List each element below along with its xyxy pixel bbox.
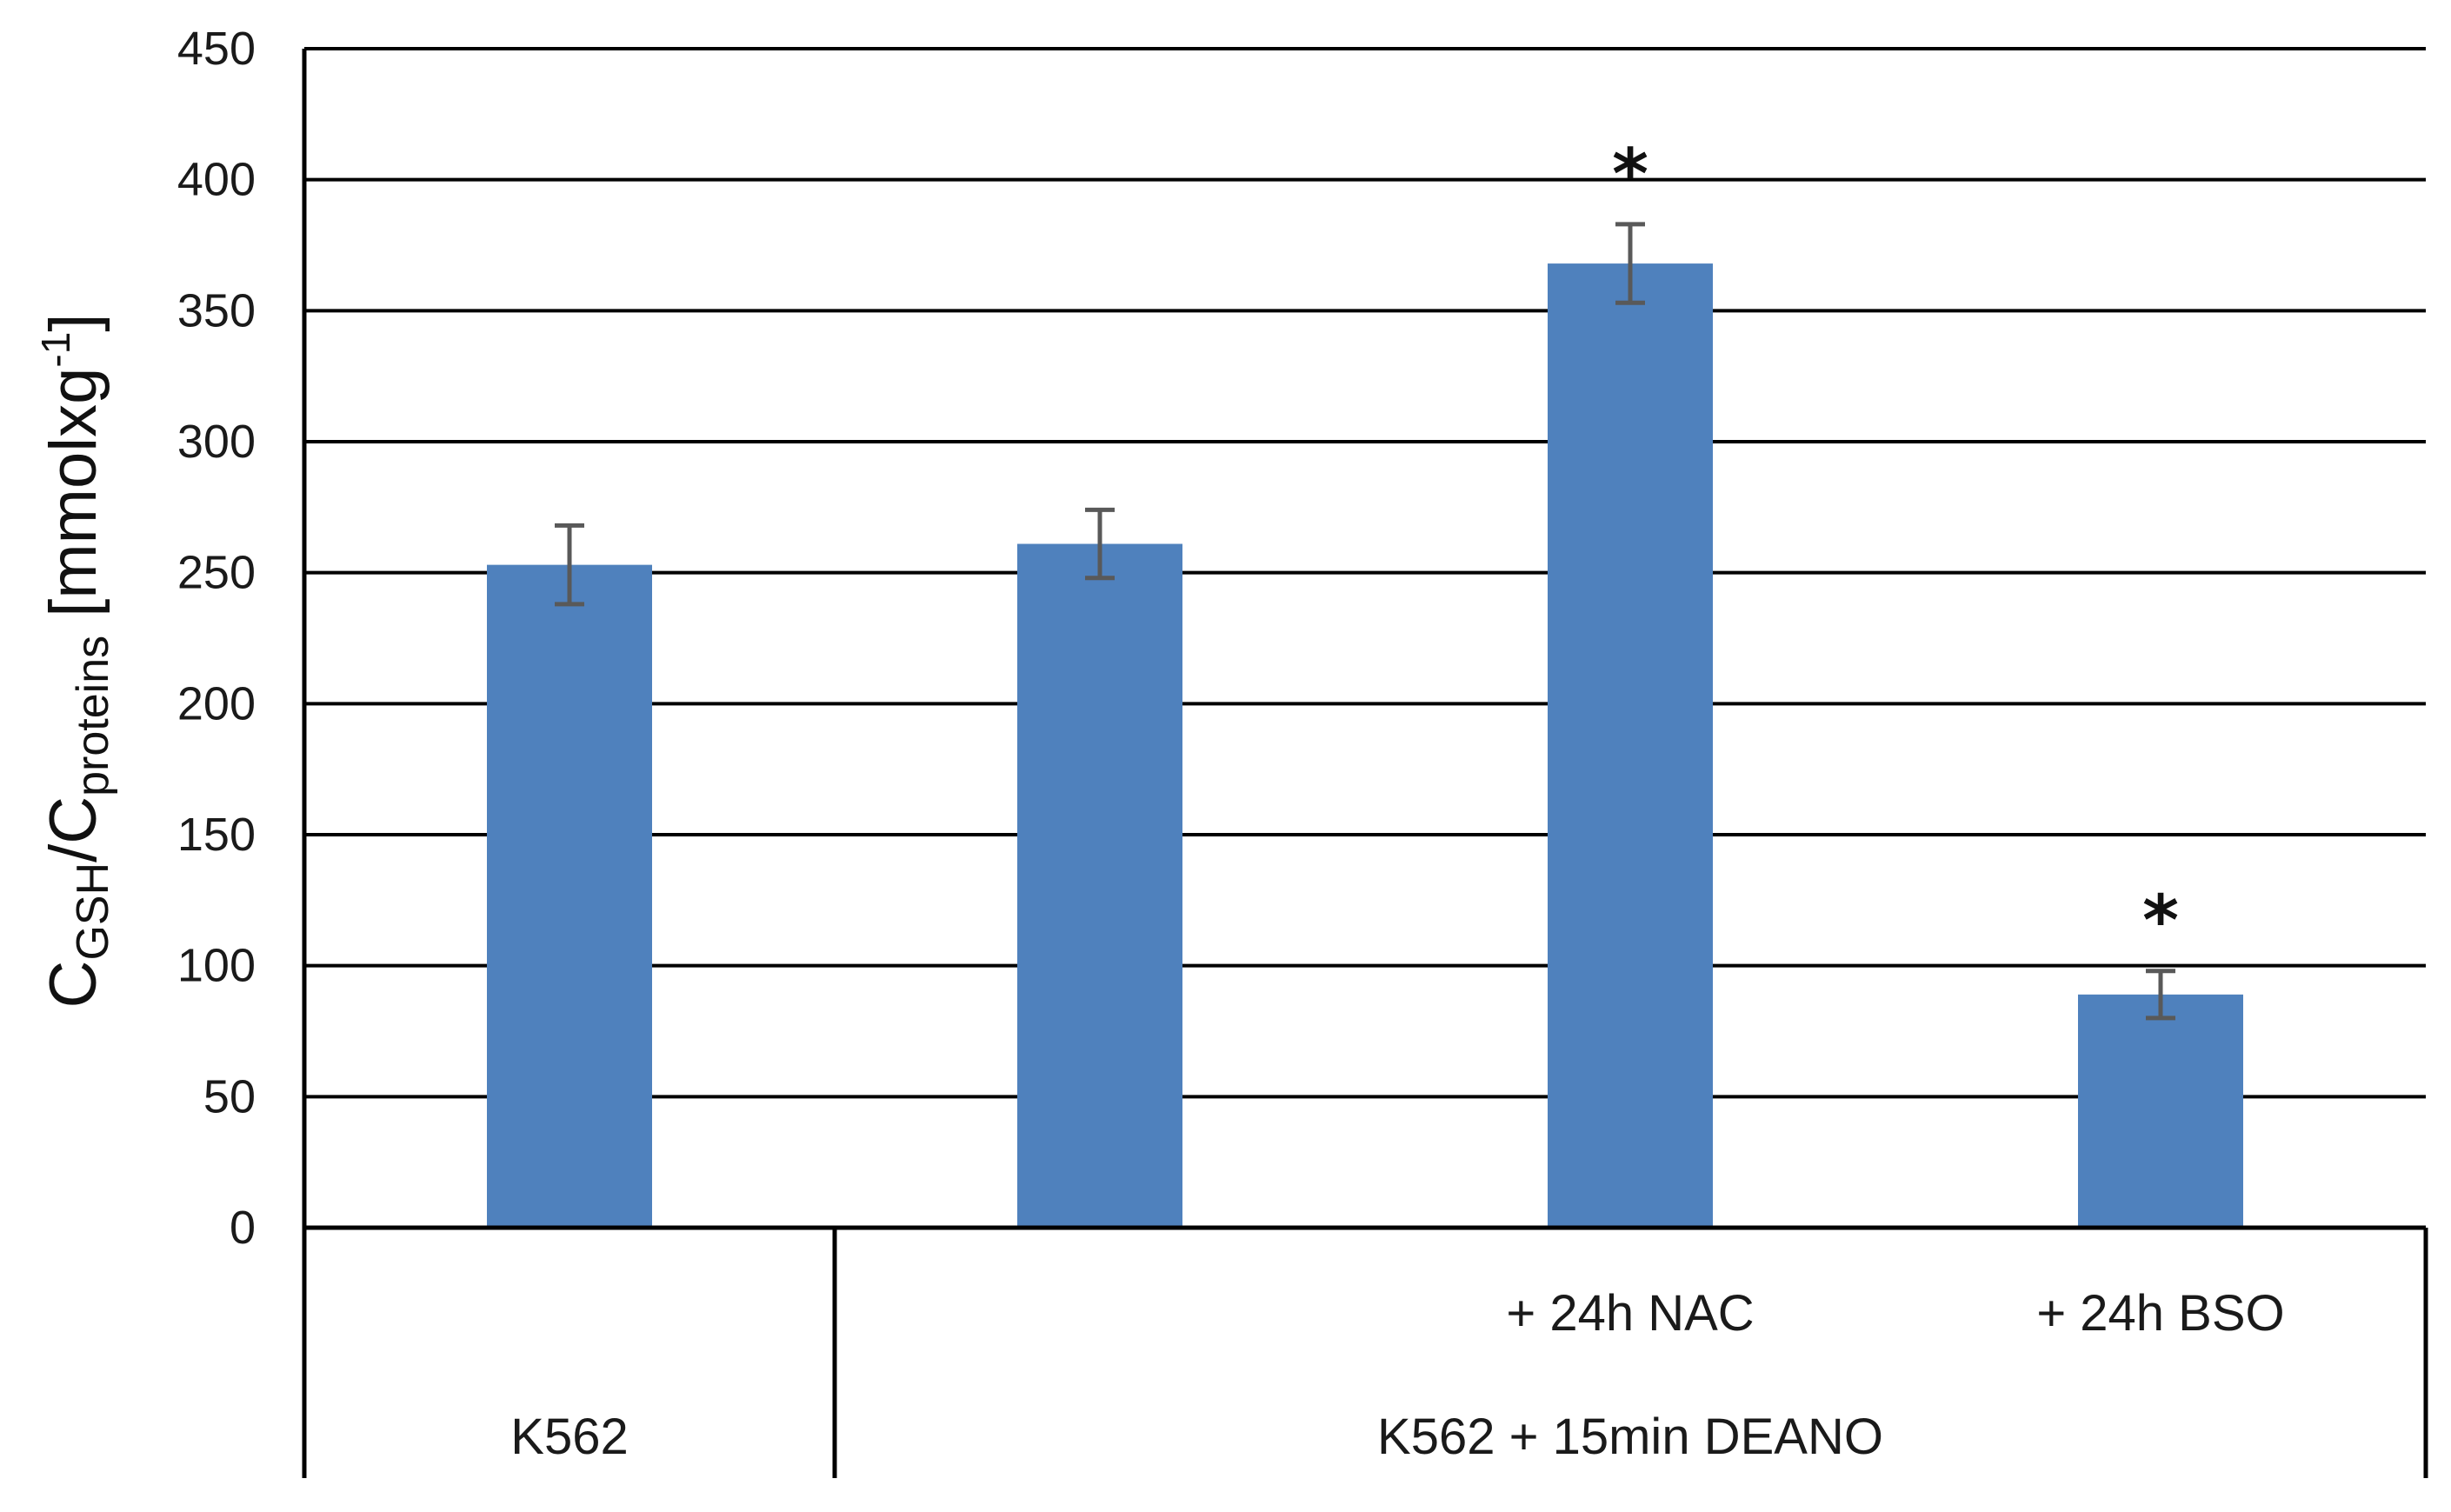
bar bbox=[487, 564, 652, 1228]
category-labels: + 24h NAC + 24h BSO K562 K562 + 15min DEANO bbox=[510, 1285, 2284, 1465]
y-tick-label: 50 bbox=[203, 1070, 256, 1122]
group-label: K562 bbox=[510, 1409, 628, 1465]
gridlines bbox=[304, 47, 2426, 1229]
category-axis-frame bbox=[302, 49, 2428, 1478]
y-tick-label: 200 bbox=[177, 677, 256, 729]
y-tick-label: 300 bbox=[177, 416, 256, 468]
bar-sublabel: + 24h NAC bbox=[1506, 1285, 1754, 1342]
y-tick-label: 350 bbox=[177, 284, 256, 336]
group-label: K562 + 15min DEANO bbox=[1377, 1409, 1883, 1465]
significance-star: * bbox=[2142, 881, 2179, 962]
y-axis-label: CGSH/Cproteins [mmolxg-1] bbox=[33, 314, 118, 1009]
bar bbox=[1548, 263, 1713, 1229]
significance-star: * bbox=[1612, 134, 1648, 215]
y-tick-labels: 0 50 100 150 200 250 300 350 400 450 bbox=[177, 23, 256, 1254]
y-tick-label: 250 bbox=[177, 547, 256, 599]
bar bbox=[1017, 543, 1182, 1228]
y-tick-label: 0 bbox=[230, 1202, 256, 1254]
bar-sublabel: + 24h BSO bbox=[2036, 1285, 2284, 1342]
y-tick-label: 100 bbox=[177, 940, 256, 992]
y-tick-label: 450 bbox=[177, 23, 256, 75]
bars bbox=[487, 263, 2243, 1229]
significance-markers: ** bbox=[1612, 134, 2179, 962]
y-tick-label: 150 bbox=[177, 809, 256, 861]
y-tick-label: 400 bbox=[177, 154, 256, 206]
bar bbox=[2078, 994, 2243, 1228]
error-bars bbox=[555, 222, 2175, 1021]
